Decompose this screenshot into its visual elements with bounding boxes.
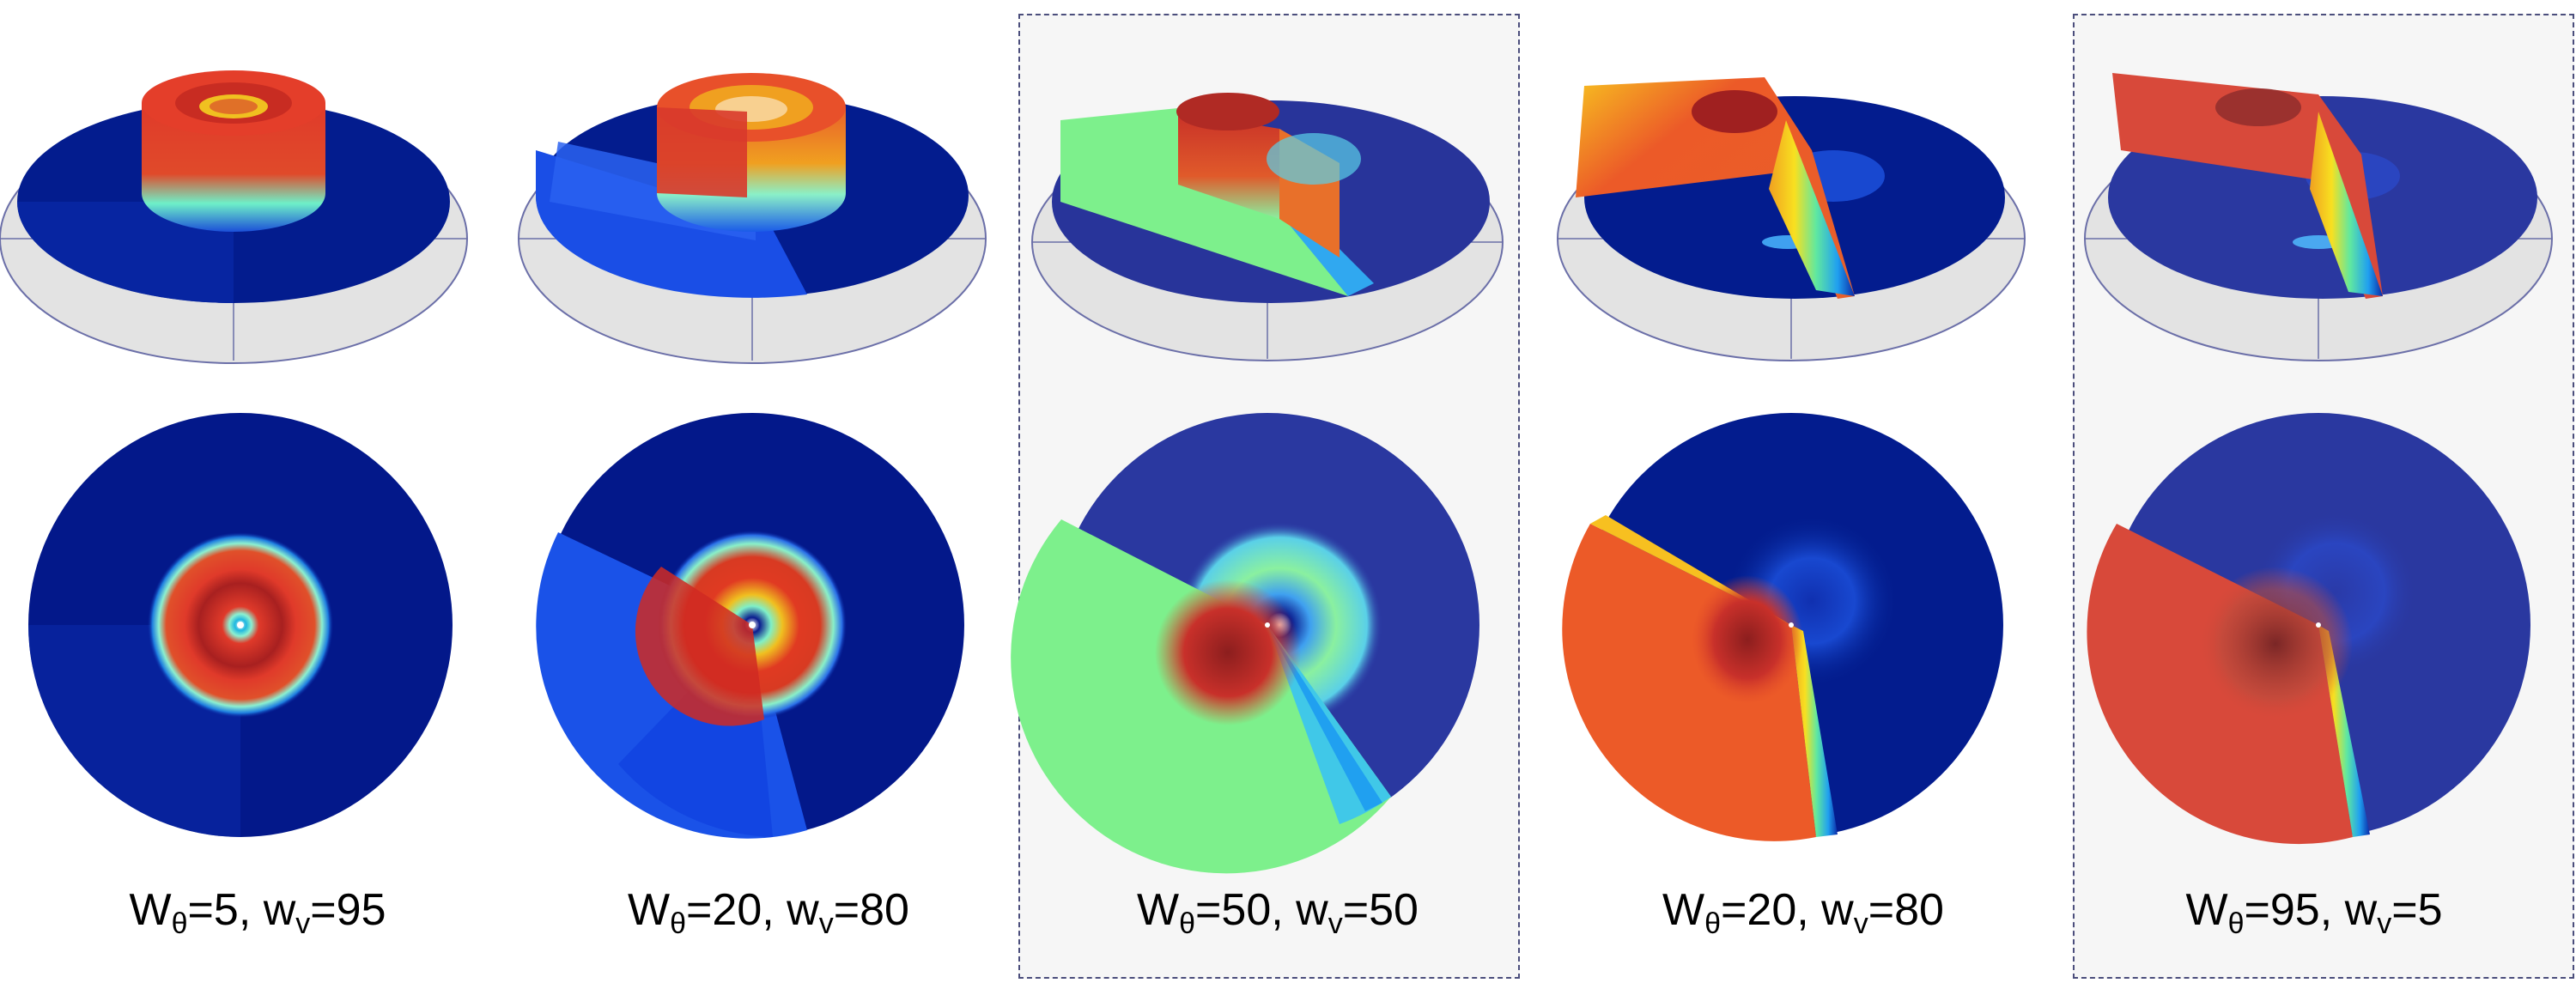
panel-1-surface <box>0 70 468 364</box>
panel-4-surface <box>1557 77 2026 361</box>
caption-panel-1: Wθ=5, wv=95 <box>129 885 386 940</box>
panel-5-surface <box>2084 73 2553 361</box>
panel-4-heatmap <box>1562 413 2003 841</box>
panel-1-heatmap <box>28 413 453 837</box>
panel-2-heatmap <box>536 413 964 839</box>
caption-panel-3: Wθ=50, wv=50 <box>1137 885 1419 940</box>
caption-panel-4: Wθ=20, wv=80 <box>1662 885 1944 940</box>
panel-5-heatmap <box>2087 413 2530 845</box>
panel-2-surface <box>518 73 987 364</box>
panel-3-surface <box>1031 93 1504 361</box>
caption-panel-5: Wθ=95, wv=5 <box>2185 885 2443 940</box>
panel-3-heatmap <box>1011 413 1479 874</box>
caption-panel-2: Wθ=20, wv=80 <box>628 885 909 940</box>
